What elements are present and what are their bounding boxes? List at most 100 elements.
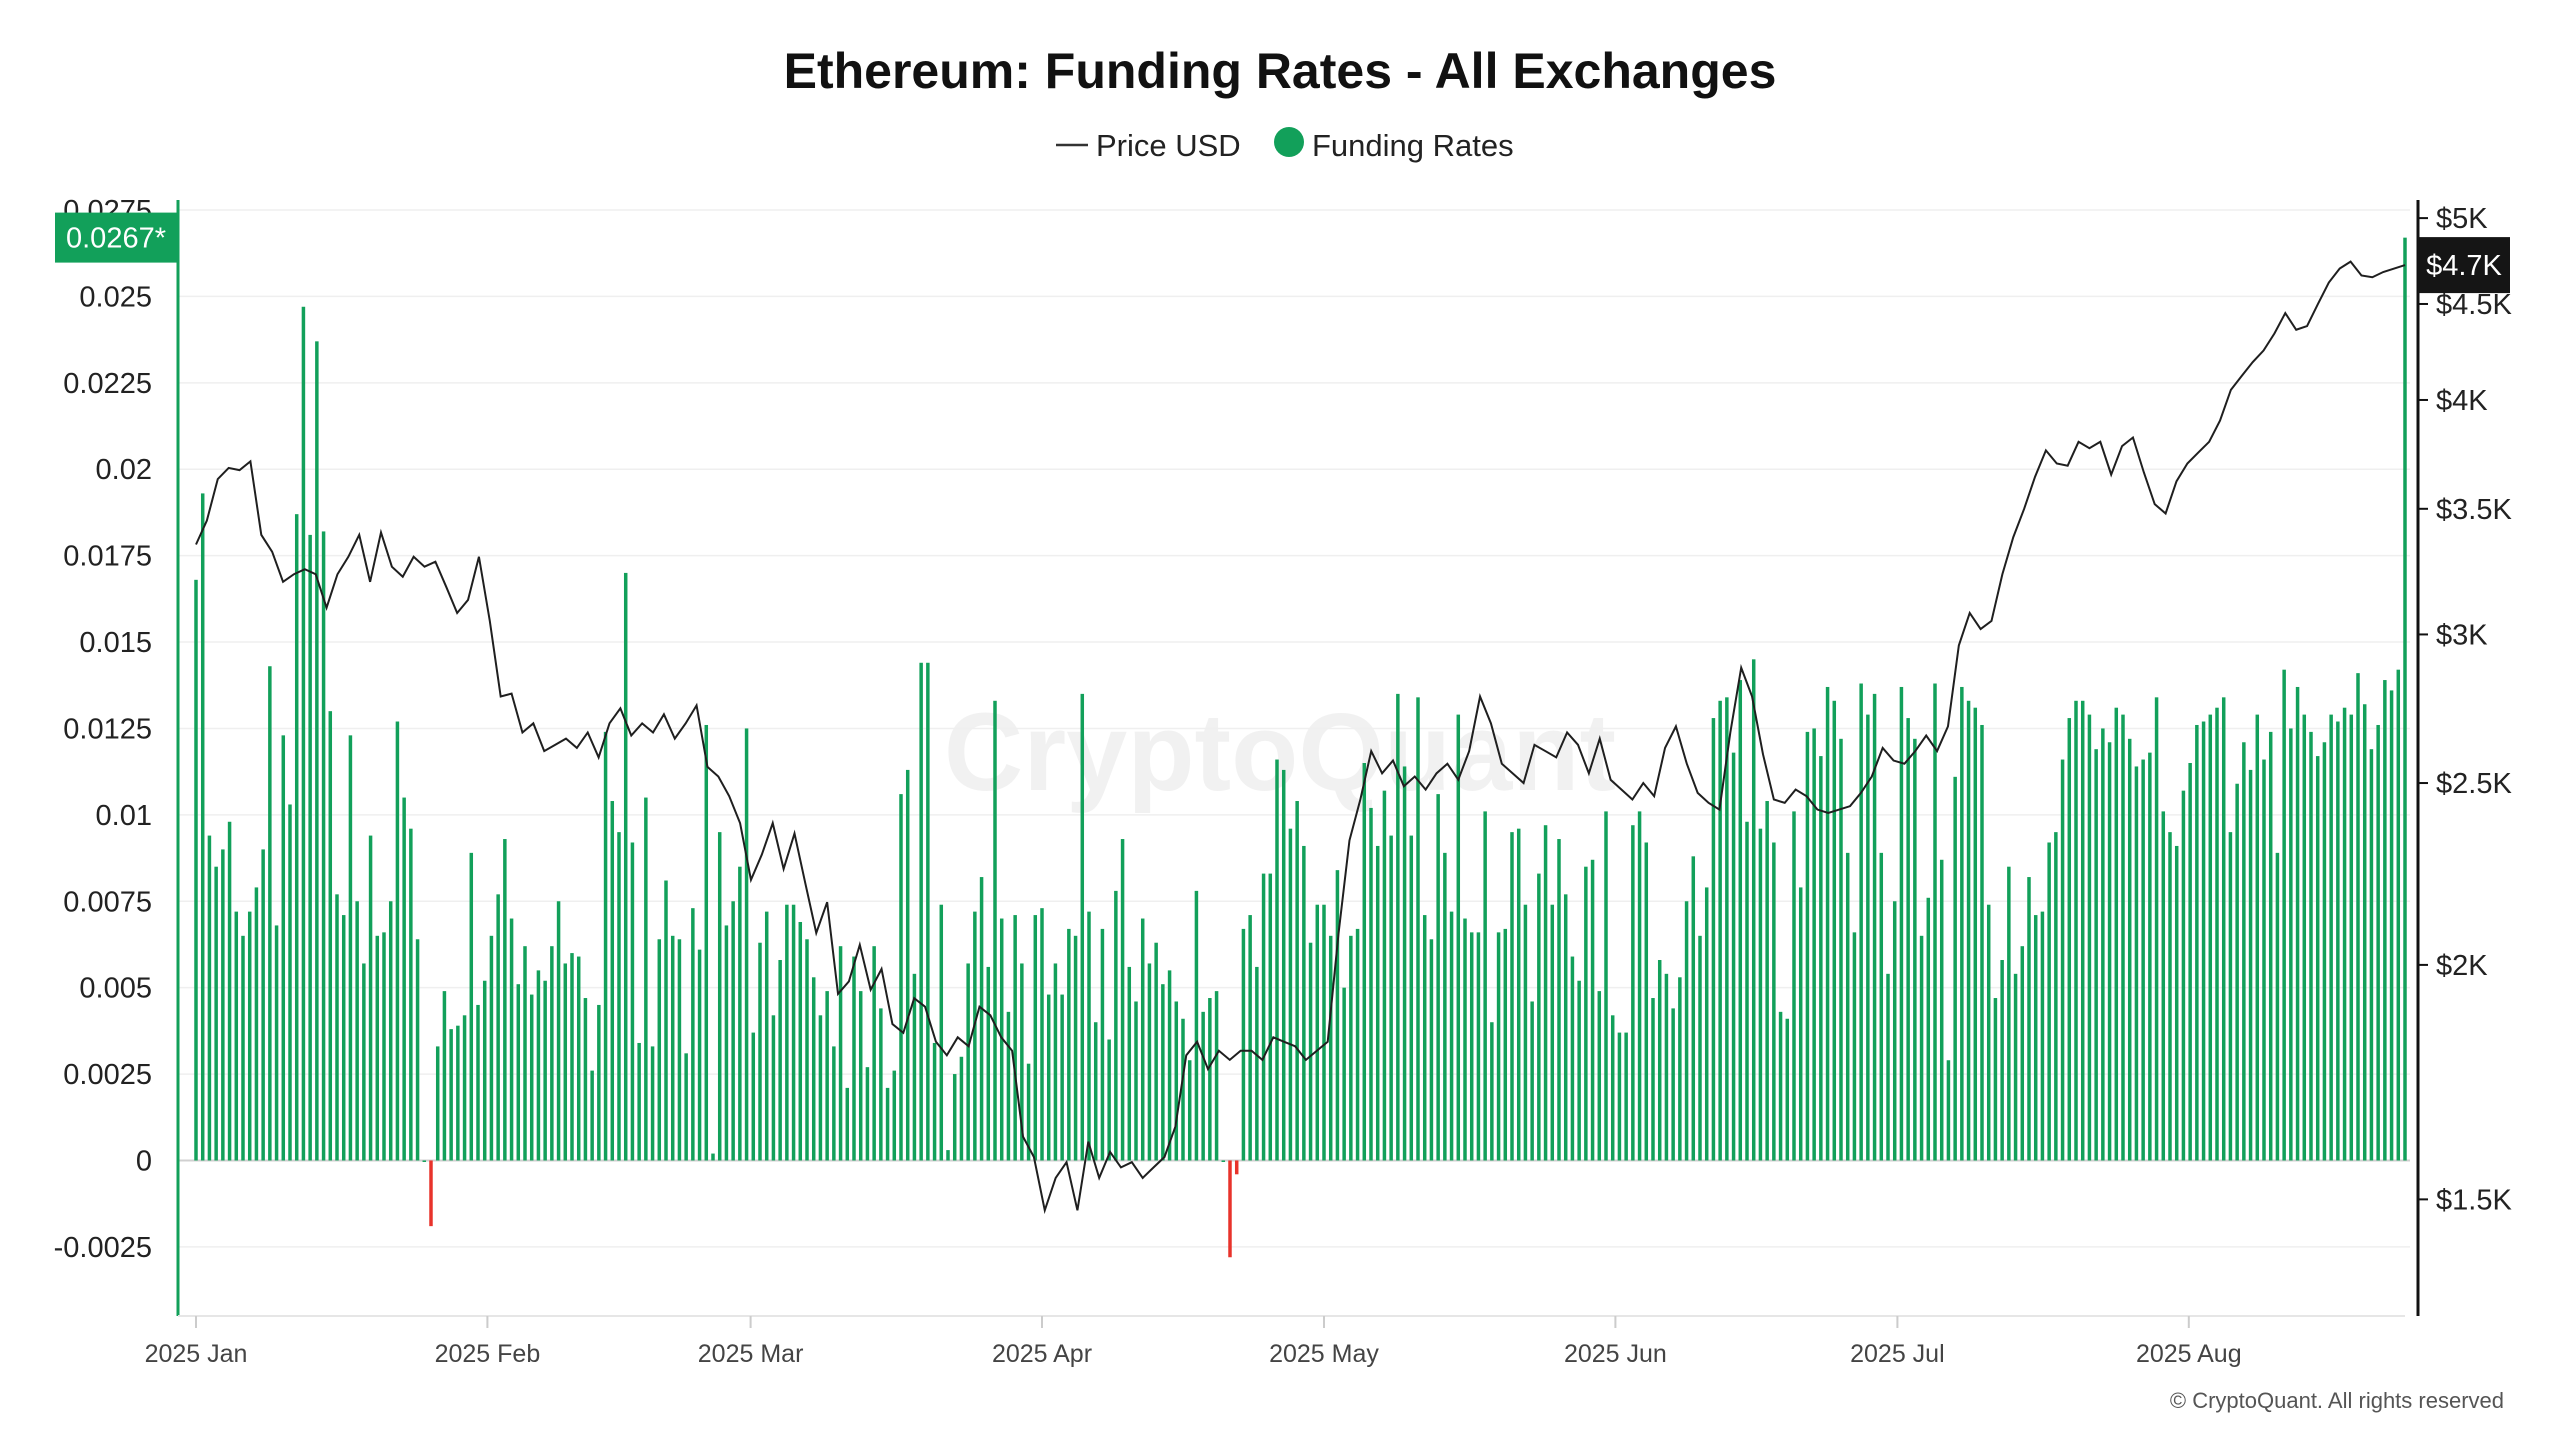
funding-rate-bar — [912, 973, 917, 1161]
funding-rate-bar — [2114, 707, 2119, 1161]
funding-rate-bar — [1503, 928, 1508, 1161]
funding-rate-bar — [422, 1160, 427, 1162]
watermark: CryptoQuant — [944, 691, 1616, 814]
funding-rate-bar — [630, 842, 635, 1161]
funding-rate-bar — [2161, 811, 2166, 1161]
funding-rate-bar — [1577, 980, 1581, 1161]
x-tick-label: 2025 Aug — [2136, 1340, 2242, 1368]
funding-rate-bar — [2248, 769, 2253, 1161]
funding-rate-bar — [2121, 714, 2125, 1161]
right-axis-ticks: $1.5K $2K $2.5K $3K $3.5K $4K $4.5K $5K — [2418, 203, 2512, 1216]
funding-rate-bar — [1624, 1032, 1628, 1161]
legend: Price USD Funding Rates — [1056, 127, 1514, 163]
funding-rate-bar — [1288, 828, 1293, 1161]
x-tick-label: 2025 Jan — [145, 1340, 248, 1368]
funding-rate-bar — [1671, 1008, 1675, 1161]
funding-rate-bar — [731, 901, 735, 1161]
funding-rate-bar — [2255, 714, 2260, 1161]
funding-rate-bar — [1859, 683, 1863, 1161]
right-tick-label: $3.5K — [2436, 494, 2512, 526]
funding-rate-bar — [1093, 1022, 1098, 1161]
funding-rate-bar — [234, 911, 239, 1161]
funding-rate-bar — [368, 835, 373, 1161]
funding-rate-bar — [341, 915, 346, 1161]
funding-rate-bar — [563, 963, 568, 1161]
funding-rate-bar — [1409, 835, 1414, 1161]
funding-rate-bar — [2047, 842, 2051, 1161]
funding-rate-bar — [395, 721, 400, 1161]
funding-rate-bar — [1107, 1039, 1111, 1161]
funding-rate-bar — [1772, 842, 1776, 1161]
funding-rate-bar — [1946, 1060, 1951, 1161]
funding-rate-bar — [650, 1046, 655, 1161]
funding-rate-bar — [449, 1029, 453, 1161]
funding-rate-bar — [1261, 873, 1266, 1161]
funding-rate-bar — [1100, 928, 1105, 1161]
funding-rate-bar — [2000, 960, 2004, 1161]
funding-rate-bar — [1349, 935, 1353, 1161]
funding-rate-bar — [576, 956, 581, 1161]
funding-rate-bar — [556, 901, 561, 1161]
funding-rate-bar — [1221, 1160, 1226, 1162]
funding-rate-bar — [429, 1160, 433, 1227]
funding-rate-bar — [1825, 686, 1830, 1161]
funding-rate-bar — [1617, 1032, 1622, 1161]
funding-rate-bar — [1819, 756, 1823, 1161]
funding-rate-bar — [1725, 697, 1729, 1161]
funding-rate-bar — [2295, 686, 2300, 1161]
funding-rate-bar — [2215, 707, 2219, 1161]
funding-rate-bar — [1114, 890, 1118, 1161]
funding-rate-bar — [362, 963, 366, 1161]
funding-rate-bar — [308, 534, 312, 1161]
funding-rate-bar — [1584, 866, 1588, 1161]
funding-rate-bar — [2221, 697, 2226, 1161]
funding-rate-bar — [1899, 686, 1904, 1161]
funding-rate-bar — [402, 797, 406, 1161]
funding-rate-bar — [771, 1015, 776, 1161]
funding-rate-bar — [1080, 693, 1085, 1161]
funding-rate-bar — [509, 918, 514, 1161]
legend-item-funding-rates[interactable]: Funding Rates — [1274, 127, 1514, 163]
funding-rate-bar — [1315, 904, 1320, 1161]
funding-rate-bar — [2074, 700, 2078, 1161]
funding-rate-bar — [1167, 970, 1172, 1161]
funding-rate-bar — [1046, 994, 1051, 1161]
right-tick-label: $1.5K — [2436, 1184, 2512, 1216]
funding-rate-bar — [2188, 763, 2192, 1161]
funding-rate-bar — [1469, 932, 1474, 1161]
funding-rate-bar — [1731, 752, 1736, 1161]
funding-rate-bar — [1422, 915, 1427, 1161]
funding-rate-bar — [281, 735, 286, 1161]
left-tick-label: 0.02 — [96, 454, 152, 486]
funding-rate-bar — [879, 1008, 883, 1161]
left-tick-label: 0.01 — [96, 800, 152, 832]
left-tick-label: 0.0025 — [63, 1059, 152, 1091]
funding-rate-bar — [2242, 742, 2246, 1161]
funding-rate-bar — [1933, 683, 1937, 1161]
funding-rate-bar — [1449, 911, 1454, 1161]
funding-rate-bar — [2040, 911, 2045, 1161]
funding-rate-bar — [355, 901, 359, 1161]
funding-rate-bar — [1355, 928, 1360, 1161]
funding-rate-bar — [1718, 700, 1722, 1161]
funding-rate-bar — [375, 935, 380, 1161]
funding-rate-bar — [2033, 915, 2038, 1161]
funding-rate-bar — [1026, 1063, 1031, 1161]
funding-rate-bar — [2282, 669, 2286, 1161]
funding-rate-bar — [1765, 801, 1769, 1161]
right-tick-label: $2K — [2436, 950, 2488, 982]
funding-rate-bar — [738, 866, 742, 1161]
funding-rate-bar — [442, 991, 447, 1161]
funding-rate-bar — [1570, 956, 1575, 1161]
funding-rate-bar — [1530, 1001, 1534, 1161]
price-line — [195, 260, 2406, 1215]
funding-rate-bar — [2060, 759, 2065, 1161]
funding-rate-bar — [1228, 1160, 1232, 1258]
funding-rate-bar — [677, 939, 682, 1161]
funding-rate-bar — [1375, 845, 1380, 1161]
funding-rate-bar — [617, 832, 621, 1161]
left-tick-label: -0.0025 — [54, 1232, 152, 1264]
legend-item-price[interactable]: Price USD — [1056, 128, 1241, 163]
left-tick-label: 0.0225 — [63, 368, 152, 400]
